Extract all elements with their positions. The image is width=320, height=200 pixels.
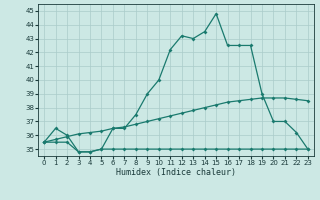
X-axis label: Humidex (Indice chaleur): Humidex (Indice chaleur): [116, 168, 236, 177]
